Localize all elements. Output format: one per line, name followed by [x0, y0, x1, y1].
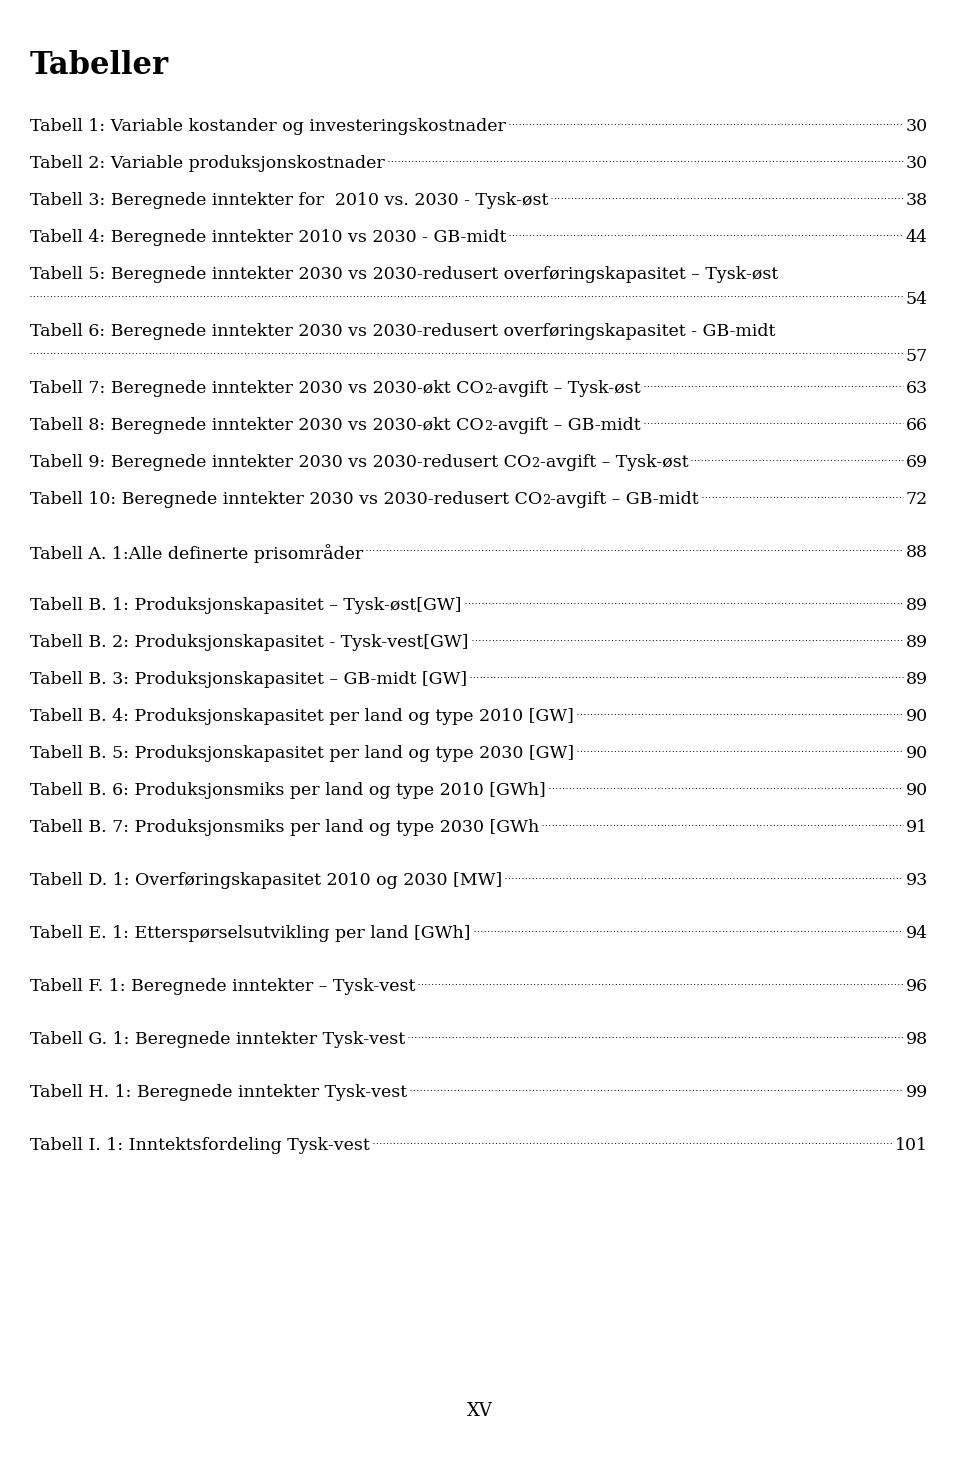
Text: 89: 89 [906, 634, 928, 652]
Text: 90: 90 [906, 709, 928, 725]
Text: Tabell 10: Beregnede inntekter 2030 vs 2030-redusert CO: Tabell 10: Beregnede inntekter 2030 vs 2… [30, 491, 542, 507]
Text: Tabell 3: Beregnede inntekter for  2010 vs. 2030 - Tysk-øst: Tabell 3: Beregnede inntekter for 2010 v… [30, 192, 548, 208]
Text: Tabell 4: Beregnede inntekter 2010 vs 2030 - GB-midt: Tabell 4: Beregnede inntekter 2010 vs 20… [30, 229, 506, 246]
Text: 90: 90 [906, 781, 928, 799]
Text: 93: 93 [905, 872, 928, 889]
Text: Tabell B. 2: Produksjonskapasitet - Tysk-vest[GW]: Tabell B. 2: Produksjonskapasitet - Tysk… [30, 634, 468, 652]
Text: 66: 66 [906, 417, 928, 434]
Text: Tabell B. 1: Produksjonskapasitet – Tysk-øst[GW]: Tabell B. 1: Produksjonskapasitet – Tysk… [30, 596, 462, 614]
Text: 94: 94 [906, 924, 928, 942]
Text: 89: 89 [906, 671, 928, 688]
Text: Tabeller: Tabeller [30, 50, 169, 82]
Text: 72: 72 [905, 491, 928, 507]
Text: 96: 96 [906, 978, 928, 994]
Text: 2: 2 [532, 456, 540, 469]
Text: 88: 88 [906, 544, 928, 561]
Text: Tabell H. 1: Beregnede inntekter Tysk-vest: Tabell H. 1: Beregnede inntekter Tysk-ve… [30, 1083, 407, 1101]
Text: Tabell B. 6: Produksjonsmiks per land og type 2010 [GWh]: Tabell B. 6: Produksjonsmiks per land og… [30, 781, 545, 799]
Text: Tabell B. 3: Produksjonskapasitet – GB-midt [GW]: Tabell B. 3: Produksjonskapasitet – GB-m… [30, 671, 468, 688]
Text: Tabell G. 1: Beregnede inntekter Tysk-vest: Tabell G. 1: Beregnede inntekter Tysk-ve… [30, 1031, 405, 1048]
Text: 2: 2 [484, 382, 492, 395]
Text: 63: 63 [906, 381, 928, 397]
Text: 44: 44 [906, 229, 928, 246]
Text: Tabell F. 1: Beregnede inntekter – Tysk-vest: Tabell F. 1: Beregnede inntekter – Tysk-… [30, 978, 416, 994]
Text: Tabell E. 1: Etterspørselsutvikling per land [GWh]: Tabell E. 1: Etterspørselsutvikling per … [30, 924, 470, 942]
Text: Tabell B. 4: Produksjonskapasitet per land og type 2010 [GW]: Tabell B. 4: Produksjonskapasitet per la… [30, 709, 574, 725]
Text: Tabell 5: Beregnede inntekter 2030 vs 2030-redusert overføringskapasitet – Tysk-: Tabell 5: Beregnede inntekter 2030 vs 20… [30, 265, 779, 283]
Text: Tabell 7: Beregnede inntekter 2030 vs 2030-økt CO: Tabell 7: Beregnede inntekter 2030 vs 20… [30, 381, 484, 397]
Text: Tabell 1: Variable kostander og investeringskostnader: Tabell 1: Variable kostander og invester… [30, 118, 506, 136]
Text: 30: 30 [906, 118, 928, 136]
Text: -avgift – GB-midt: -avgift – GB-midt [550, 491, 699, 507]
Text: 91: 91 [906, 819, 928, 835]
Text: Tabell B. 5: Produksjonskapasitet per land og type 2030 [GW]: Tabell B. 5: Produksjonskapasitet per la… [30, 745, 574, 763]
Text: Tabell 9: Beregnede inntekter 2030 vs 2030-redusert CO: Tabell 9: Beregnede inntekter 2030 vs 20… [30, 453, 532, 471]
Text: Tabell D. 1: Overføringskapasitet 2010 og 2030 [MW]: Tabell D. 1: Overføringskapasitet 2010 o… [30, 872, 502, 889]
Text: 54: 54 [906, 290, 928, 308]
Text: 89: 89 [906, 596, 928, 614]
Text: Tabell 6: Beregnede inntekter 2030 vs 2030-redusert overføringskapasitet - GB-mi: Tabell 6: Beregnede inntekter 2030 vs 20… [30, 324, 776, 340]
Text: 99: 99 [905, 1083, 928, 1101]
Text: 38: 38 [906, 192, 928, 208]
Text: Tabell B. 7: Produksjonsmiks per land og type 2030 [GWh: Tabell B. 7: Produksjonsmiks per land og… [30, 819, 540, 835]
Text: -avgift – GB-midt: -avgift – GB-midt [492, 417, 640, 434]
Text: 2: 2 [542, 493, 550, 506]
Text: -avgift – Tysk-øst: -avgift – Tysk-øst [540, 453, 688, 471]
Text: Tabell 2: Variable produksjonskostnader: Tabell 2: Variable produksjonskostnader [30, 155, 385, 172]
Text: Tabell I. 1: Inntektsfordeling Tysk-vest: Tabell I. 1: Inntektsfordeling Tysk-vest [30, 1137, 370, 1153]
Text: 2: 2 [484, 420, 492, 433]
Text: Tabell 8: Beregnede inntekter 2030 vs 2030-økt CO: Tabell 8: Beregnede inntekter 2030 vs 20… [30, 417, 484, 434]
Text: 101: 101 [895, 1137, 928, 1153]
Text: -avgift – Tysk-øst: -avgift – Tysk-øst [492, 381, 640, 397]
Text: 30: 30 [906, 155, 928, 172]
Text: 98: 98 [906, 1031, 928, 1048]
Text: Tabell A. 1:Alle definerte prisområder: Tabell A. 1:Alle definerte prisområder [30, 544, 363, 563]
Text: 57: 57 [905, 347, 928, 364]
Text: 69: 69 [906, 453, 928, 471]
Text: 90: 90 [906, 745, 928, 763]
Text: XV: XV [468, 1403, 492, 1420]
